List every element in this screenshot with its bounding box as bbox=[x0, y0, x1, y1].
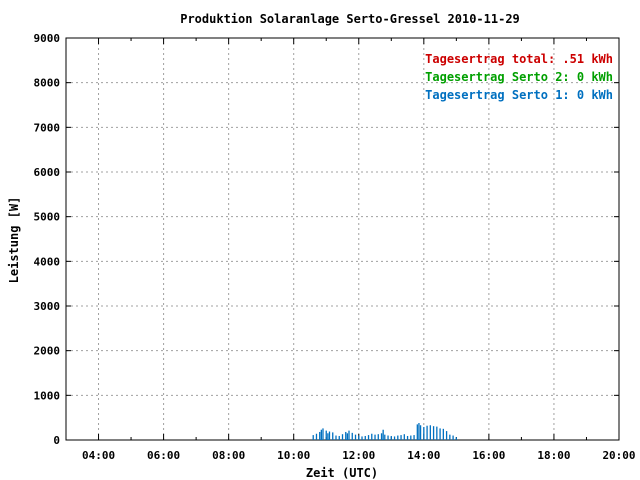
y-tick-label: 6000 bbox=[34, 166, 61, 179]
y-tick-label: 8000 bbox=[34, 77, 61, 90]
x-tick-label: 12:00 bbox=[342, 449, 375, 462]
x-tick-label: 08:00 bbox=[212, 449, 245, 462]
grid-lines bbox=[66, 38, 619, 440]
y-tick-label: 3000 bbox=[34, 300, 61, 313]
y-axis-label: Leistung [W] bbox=[7, 197, 21, 284]
x-axis-label: Zeit (UTC) bbox=[306, 466, 378, 480]
y-tick-label: 5000 bbox=[34, 211, 61, 224]
legend-entry: Tagesertrag Serto 1: 0 kWh bbox=[425, 88, 613, 102]
x-axis: 04:00 06:00 08:00 10:00 12:00 14:00 16:00 18:00… bbox=[65, 38, 636, 462]
y-tick-label: 7000 bbox=[34, 121, 61, 134]
y-tick-label: 0 bbox=[53, 434, 60, 447]
legend-entry: Tagesertrag Serto 2: 0 kWh bbox=[425, 70, 613, 84]
y-axis: 0 1000 2000 3000 4000 5000 6000 7000 8000 9000 bbox=[34, 32, 619, 447]
x-tick-label: 10:00 bbox=[277, 449, 310, 462]
chart-title: Produktion Solaranlage Serto-Gressel 201… bbox=[180, 12, 520, 26]
y-tick-label: 1000 bbox=[34, 389, 61, 402]
legend-entry: Tagesertrag total: .51 kWh bbox=[425, 52, 613, 66]
y-tick-label: 2000 bbox=[34, 345, 61, 358]
x-tick-label: 16:00 bbox=[472, 449, 505, 462]
y-tick-label: 4000 bbox=[34, 255, 61, 268]
x-tick-label: 04:00 bbox=[82, 449, 115, 462]
x-tick-label: 14:00 bbox=[407, 449, 440, 462]
x-tick-label: 18:00 bbox=[537, 449, 570, 462]
y-tick-label: 9000 bbox=[34, 32, 61, 45]
legend: Tagesertrag total: .51 kWh Tagesertrag Se… bbox=[425, 52, 613, 102]
x-tick-label: 06:00 bbox=[147, 449, 180, 462]
data-bars bbox=[312, 423, 458, 440]
x-tick-label: 20:00 bbox=[602, 449, 635, 462]
